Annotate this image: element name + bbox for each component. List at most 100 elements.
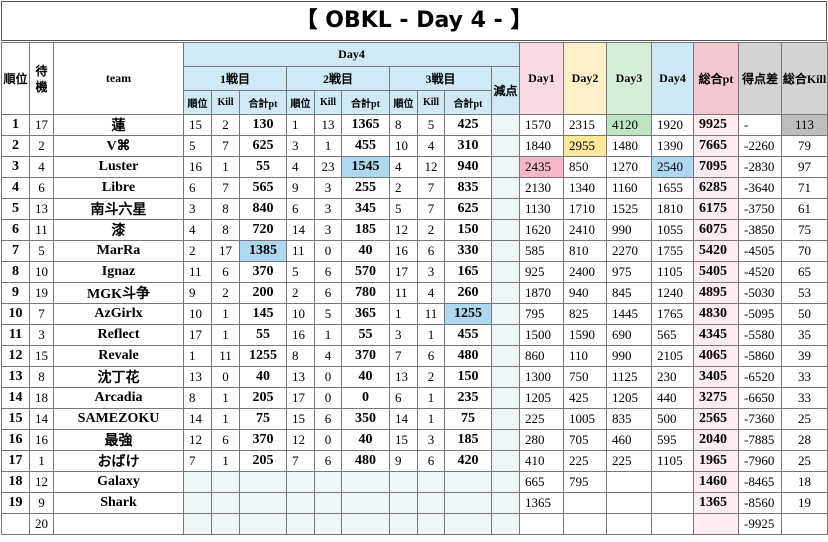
table-cell: 33 — [781, 366, 828, 388]
table-cell — [490, 156, 521, 178]
table-cell: 1 — [417, 387, 445, 409]
table-cell: 370 — [239, 429, 287, 451]
table-cell: Ignaz — [53, 261, 184, 283]
table-cell: 225 — [563, 450, 608, 472]
table-cell: 1105 — [651, 450, 695, 472]
table-cell: 1205 — [519, 387, 565, 409]
table-cell: 850 — [563, 156, 608, 178]
table-cell: 925 — [519, 261, 565, 283]
table-cell: 4 — [1, 177, 30, 199]
table-cell: 15 — [29, 345, 54, 367]
table-cell: 5 — [1, 198, 30, 220]
table-cell: 6 — [29, 177, 54, 199]
table-cell: 4 — [389, 156, 418, 178]
table-cell: 16 — [29, 429, 54, 451]
header-cell: Day1 — [519, 42, 565, 115]
table-row: 15 14 SAMEZOKU 14 1 75 15 6 350 14 1 75 225 1005 835 50… — [1, 408, 828, 430]
header-cell: 減点 — [490, 66, 521, 115]
table-cell: 365 — [341, 303, 390, 325]
table-cell: 4 — [286, 156, 315, 178]
table-cell: 10 — [389, 135, 418, 157]
table-cell: Revale — [53, 345, 184, 367]
table-cell — [389, 492, 418, 514]
header-cell: 2戦目 — [286, 66, 390, 91]
table-cell: 1385 — [239, 240, 287, 262]
table-cell: Luster — [53, 156, 184, 178]
table-row: 6 11 漆 4 8 720 14 3 185 12 2 150 1620 2410 990 1055 6075… — [1, 219, 828, 241]
table-cell: 19 — [29, 282, 54, 304]
table-cell: 11 — [183, 261, 212, 283]
table-cell: 16 — [1, 429, 30, 451]
table-cell: 1 — [314, 324, 342, 346]
table-row: 11 3 Reflect 17 1 55 16 1 55 3 1 455 1500 1590 690 565 4… — [1, 324, 828, 346]
table-row: 13 8 沈丁花 13 0 40 13 0 40 13 2 150 1300 750 1125 230 3405… — [1, 366, 828, 388]
table-cell — [239, 471, 287, 493]
table-cell: 2955 — [563, 135, 608, 157]
table-cell: 3 — [286, 135, 315, 157]
table-cell: 33 — [781, 387, 828, 409]
table-cell: 0 — [211, 366, 240, 388]
table-cell: 1125 — [606, 366, 653, 388]
table-cell: 10 — [29, 261, 54, 283]
table-cell — [651, 471, 695, 493]
table-cell: 6 — [417, 345, 445, 367]
table-cell: 2400 — [563, 261, 608, 283]
table-row: 4 6 Libre 6 7 565 9 3 255 2 7 835 2130 1340 1160 1655 62… — [1, 177, 828, 199]
table-cell — [490, 387, 521, 409]
table-row: 9 19 MGK斗争 9 2 200 2 6 780 11 4 260 1870 940 845 1240 48… — [1, 282, 828, 304]
table-cell: 1270 — [606, 156, 653, 178]
table-cell: 18 — [29, 387, 54, 409]
table-cell: 55 — [341, 324, 390, 346]
table-cell: 0 — [314, 429, 342, 451]
table-cell: -8465 — [738, 471, 783, 493]
table-cell: 13 — [29, 198, 54, 220]
table-cell: -2830 — [738, 156, 783, 178]
table-cell: 1365 — [519, 492, 565, 514]
table-cell: 6 — [1, 219, 30, 241]
table-row: 1 17 蓮 15 2 130 1 13 1365 8 5 425 1570 2315 4120 1920 99… — [1, 114, 828, 136]
header-cell: 順位 — [183, 90, 212, 115]
table-cell: 13 — [183, 366, 212, 388]
table-row: 14 18 Arcadia 8 1 205 17 0 0 6 1 235 1205 425 1205 440 3… — [1, 387, 828, 409]
table-cell: 75 — [781, 219, 828, 241]
table-cell: 130 — [239, 114, 287, 136]
table-cell — [490, 198, 521, 220]
table-cell — [693, 513, 740, 535]
table-cell: 1840 — [519, 135, 565, 157]
table-cell: -7885 — [738, 429, 783, 451]
table-cell: 沈丁花 — [53, 366, 184, 388]
table-cell — [490, 240, 521, 262]
table-cell: 7 — [211, 135, 240, 157]
table-cell: Galaxy — [53, 471, 184, 493]
table-cell: 6 — [211, 261, 240, 283]
table-cell: 4830 — [693, 303, 740, 325]
table-cell: 14 — [389, 408, 418, 430]
header-cell: 1戦目 — [183, 66, 287, 91]
table-cell: 16 — [389, 240, 418, 262]
table-cell — [444, 513, 492, 535]
table-cell: 225 — [519, 408, 565, 430]
table-cell: 55 — [239, 156, 287, 178]
table-cell: -3640 — [738, 177, 783, 199]
table-row: 3 4 Luster 16 1 55 4 23 1545 4 12 940 2435 850 1270 254… — [1, 156, 828, 178]
table-cell: 1765 — [651, 303, 695, 325]
table-cell — [490, 429, 521, 451]
table-cell: 205 — [239, 450, 287, 472]
table-cell: 7 — [286, 450, 315, 472]
table-cell — [490, 282, 521, 304]
table-cell: 79 — [781, 135, 828, 157]
table-cell: 9 — [183, 282, 212, 304]
table-cell — [389, 471, 418, 493]
table-cell: -9925 — [738, 513, 783, 535]
table-cell — [519, 513, 565, 535]
table-cell: 10 — [286, 303, 315, 325]
table-row: 16 16 最強 12 6 370 12 0 40 15 3 185 280 705 460 595 2040-… — [1, 429, 828, 451]
table-cell — [651, 513, 695, 535]
table-cell: 10 — [1, 303, 30, 325]
table-cell: 420 — [444, 450, 492, 472]
table-cell: 0 — [314, 387, 342, 409]
table-cell: 1 — [29, 450, 54, 472]
table-cell: MGK斗争 — [53, 282, 184, 304]
table-cell: 480 — [341, 450, 390, 472]
table-cell — [563, 513, 608, 535]
